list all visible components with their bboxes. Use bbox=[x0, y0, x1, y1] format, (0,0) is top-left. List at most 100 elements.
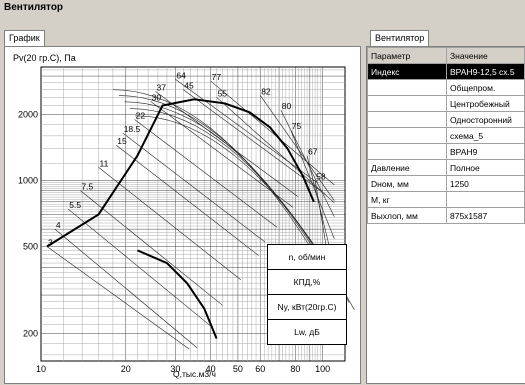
param-cell[interactable] bbox=[367, 111, 447, 128]
x-tick-label: 10 bbox=[36, 364, 46, 374]
x-tick-label: 30 bbox=[170, 364, 180, 374]
rpm-line bbox=[150, 101, 294, 208]
window-title: Вентилятор bbox=[4, 2, 64, 13]
power-label: 55 bbox=[218, 88, 228, 98]
tab-chart[interactable]: График bbox=[4, 30, 45, 46]
x-tick-label: 100 bbox=[315, 364, 330, 374]
tab-fan[interactable]: Вентилятор bbox=[370, 30, 430, 46]
power-label: 37 bbox=[157, 83, 167, 93]
fan-chart: Pv(20 гр.С), Па Q,тыс.м3/ч 10 20 30 40 50 60 8… bbox=[13, 53, 355, 379]
table-row[interactable]: Индекс ВРАН9-12,5 сх.5 bbox=[367, 63, 525, 80]
system-curve bbox=[137, 249, 218, 339]
rpm-line bbox=[122, 132, 266, 243]
x-tick-label: 40 bbox=[206, 364, 216, 374]
power-label: 15 bbox=[117, 136, 127, 146]
power-label: 77 bbox=[212, 72, 222, 82]
y-tick-label: 200 bbox=[23, 329, 38, 339]
power-label: 3 bbox=[48, 237, 53, 247]
param-cell[interactable]: Выхлоп, мм bbox=[367, 207, 447, 224]
rpm-line bbox=[80, 190, 223, 306]
x-tick-label: 60 bbox=[255, 364, 265, 374]
rpm-line bbox=[280, 109, 335, 217]
rpm-line bbox=[210, 80, 335, 186]
efficiency-arc bbox=[112, 89, 333, 284]
table-row[interactable]: Dном, мм 1250 bbox=[367, 175, 525, 192]
rpm-line bbox=[290, 129, 335, 240]
performance-curve bbox=[46, 98, 315, 248]
table-row[interactable]: ВРАН9 bbox=[367, 143, 525, 160]
rpm-line bbox=[46, 246, 190, 350]
y-tick-labels: 200 500 1000 2000 bbox=[18, 110, 38, 339]
param-cell[interactable] bbox=[367, 143, 447, 160]
properties-panel: Параметр Значение Индекс ВРАН9-12,5 сх.5 … bbox=[366, 46, 525, 384]
power-label: 75 bbox=[292, 121, 302, 131]
table-row[interactable]: Выхлоп, мм 875х1587 bbox=[367, 207, 525, 224]
param-cell[interactable]: Индекс bbox=[367, 63, 447, 80]
legend-efficiency: КПД,% bbox=[268, 270, 346, 295]
power-label: 4 bbox=[56, 220, 61, 230]
value-cell[interactable]: 1250 bbox=[446, 175, 525, 192]
rpm-line bbox=[259, 95, 335, 201]
table-header-row: Параметр Значение bbox=[367, 47, 525, 64]
y-tick-label: 1000 bbox=[18, 176, 38, 186]
power-label: 80 bbox=[282, 101, 292, 111]
x-tick-label: 80 bbox=[290, 364, 300, 374]
legend-noise: Lw, дБ bbox=[294, 327, 320, 337]
power-label: 11 bbox=[99, 158, 108, 168]
value-cell[interactable]: ВРАН9 bbox=[446, 143, 525, 160]
table-row[interactable]: Давление Полное bbox=[367, 159, 525, 176]
power-label: 45 bbox=[184, 81, 194, 91]
param-cell[interactable] bbox=[367, 127, 447, 144]
y-tick-label: 500 bbox=[23, 241, 38, 251]
power-label: 22 bbox=[136, 111, 146, 121]
power-label: 64 bbox=[176, 70, 186, 80]
value-cell[interactable]: ВРАН9-12,5 сх.5 bbox=[446, 63, 525, 80]
power-label: 30 bbox=[152, 92, 162, 102]
rpm-line bbox=[116, 144, 259, 256]
param-cell[interactable]: Dном, мм bbox=[367, 175, 447, 192]
power-label: 18.5 bbox=[124, 124, 141, 134]
chart-panel: Pv(20 гр.С), Па Q,тыс.м3/ч 10 20 30 40 50 60 8… bbox=[4, 46, 361, 384]
table-row[interactable]: Центробежный bbox=[367, 95, 525, 112]
col-header-value[interactable]: Значение bbox=[446, 47, 525, 64]
value-cell[interactable]: Односторонний bbox=[446, 111, 525, 128]
y-axis-label: Pv(20 гр.С), Па bbox=[13, 53, 76, 63]
power-label: 82 bbox=[261, 86, 271, 96]
y-tick-label: 2000 bbox=[18, 110, 38, 120]
rpm-line bbox=[216, 97, 335, 204]
rpm-line bbox=[98, 167, 241, 281]
rpm-line bbox=[68, 208, 211, 327]
rpm-line bbox=[175, 79, 318, 184]
table-row[interactable]: Односторонний bbox=[367, 111, 525, 128]
param-cell[interactable] bbox=[367, 79, 447, 96]
param-cell[interactable]: Давление bbox=[367, 159, 447, 176]
x-axis-label: Q,тыс.м3/ч bbox=[173, 369, 216, 379]
chart-curves bbox=[46, 79, 355, 350]
properties-table: Параметр Значение Индекс ВРАН9-12,5 сх.5 … bbox=[367, 47, 525, 224]
efficiency-arc bbox=[118, 95, 339, 290]
value-cell[interactable]: схема_5 bbox=[446, 127, 525, 144]
x-tick-label: 50 bbox=[233, 364, 243, 374]
x-tick-label: 20 bbox=[121, 364, 131, 374]
value-cell[interactable]: Полное bbox=[446, 159, 525, 176]
power-label: 58 bbox=[316, 172, 326, 182]
rpm-line bbox=[54, 228, 198, 349]
param-cell[interactable] bbox=[367, 95, 447, 112]
table-row[interactable]: M, кг bbox=[367, 191, 525, 208]
value-cell[interactable] bbox=[446, 191, 525, 208]
rpm-line bbox=[183, 89, 326, 195]
param-cell[interactable]: M, кг bbox=[367, 191, 447, 208]
table-row[interactable]: схема_5 bbox=[367, 127, 525, 144]
power-label: 67 bbox=[308, 147, 318, 157]
value-cell[interactable]: Общепром. bbox=[446, 79, 525, 96]
legend-power: Ny, кВт(20гр.С) bbox=[268, 295, 346, 320]
x-tick-labels: 10 20 30 40 50 60 80 100 bbox=[36, 364, 330, 374]
col-header-param[interactable]: Параметр bbox=[367, 47, 447, 64]
table-row[interactable]: Общепром. bbox=[367, 79, 525, 96]
chart-legend: n, об/мин КПД,% Ny, кВт(20гр.С) Lw, дБ bbox=[267, 244, 347, 345]
rpm-line bbox=[134, 119, 278, 228]
legend-rpm: n, об/мин bbox=[268, 245, 346, 270]
value-cell[interactable]: 875х1587 bbox=[446, 207, 525, 224]
value-cell[interactable]: Центробежный bbox=[446, 95, 525, 112]
